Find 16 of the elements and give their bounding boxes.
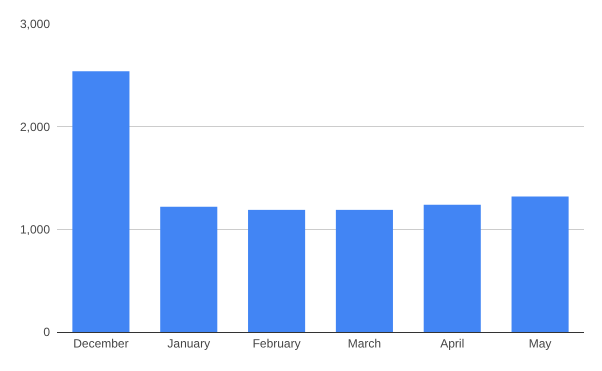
x-tick-label: December	[73, 336, 129, 350]
x-tick-label: May	[528, 336, 552, 350]
x-tick-label: April	[440, 336, 464, 350]
y-tick-label: 2,000	[20, 120, 50, 134]
x-tick-label: January	[167, 336, 210, 350]
bar	[160, 206, 218, 332]
bar	[336, 210, 393, 332]
x-tick-label: March	[348, 336, 382, 350]
bar	[72, 71, 130, 332]
x-tick-label: February	[252, 336, 301, 350]
bar	[512, 196, 569, 332]
y-tick-label: 1,000	[20, 222, 50, 237]
y-tick-label: 0	[43, 325, 50, 340]
bar	[424, 204, 481, 332]
y-tick-label: 3,000	[20, 17, 50, 32]
bar	[248, 210, 306, 332]
